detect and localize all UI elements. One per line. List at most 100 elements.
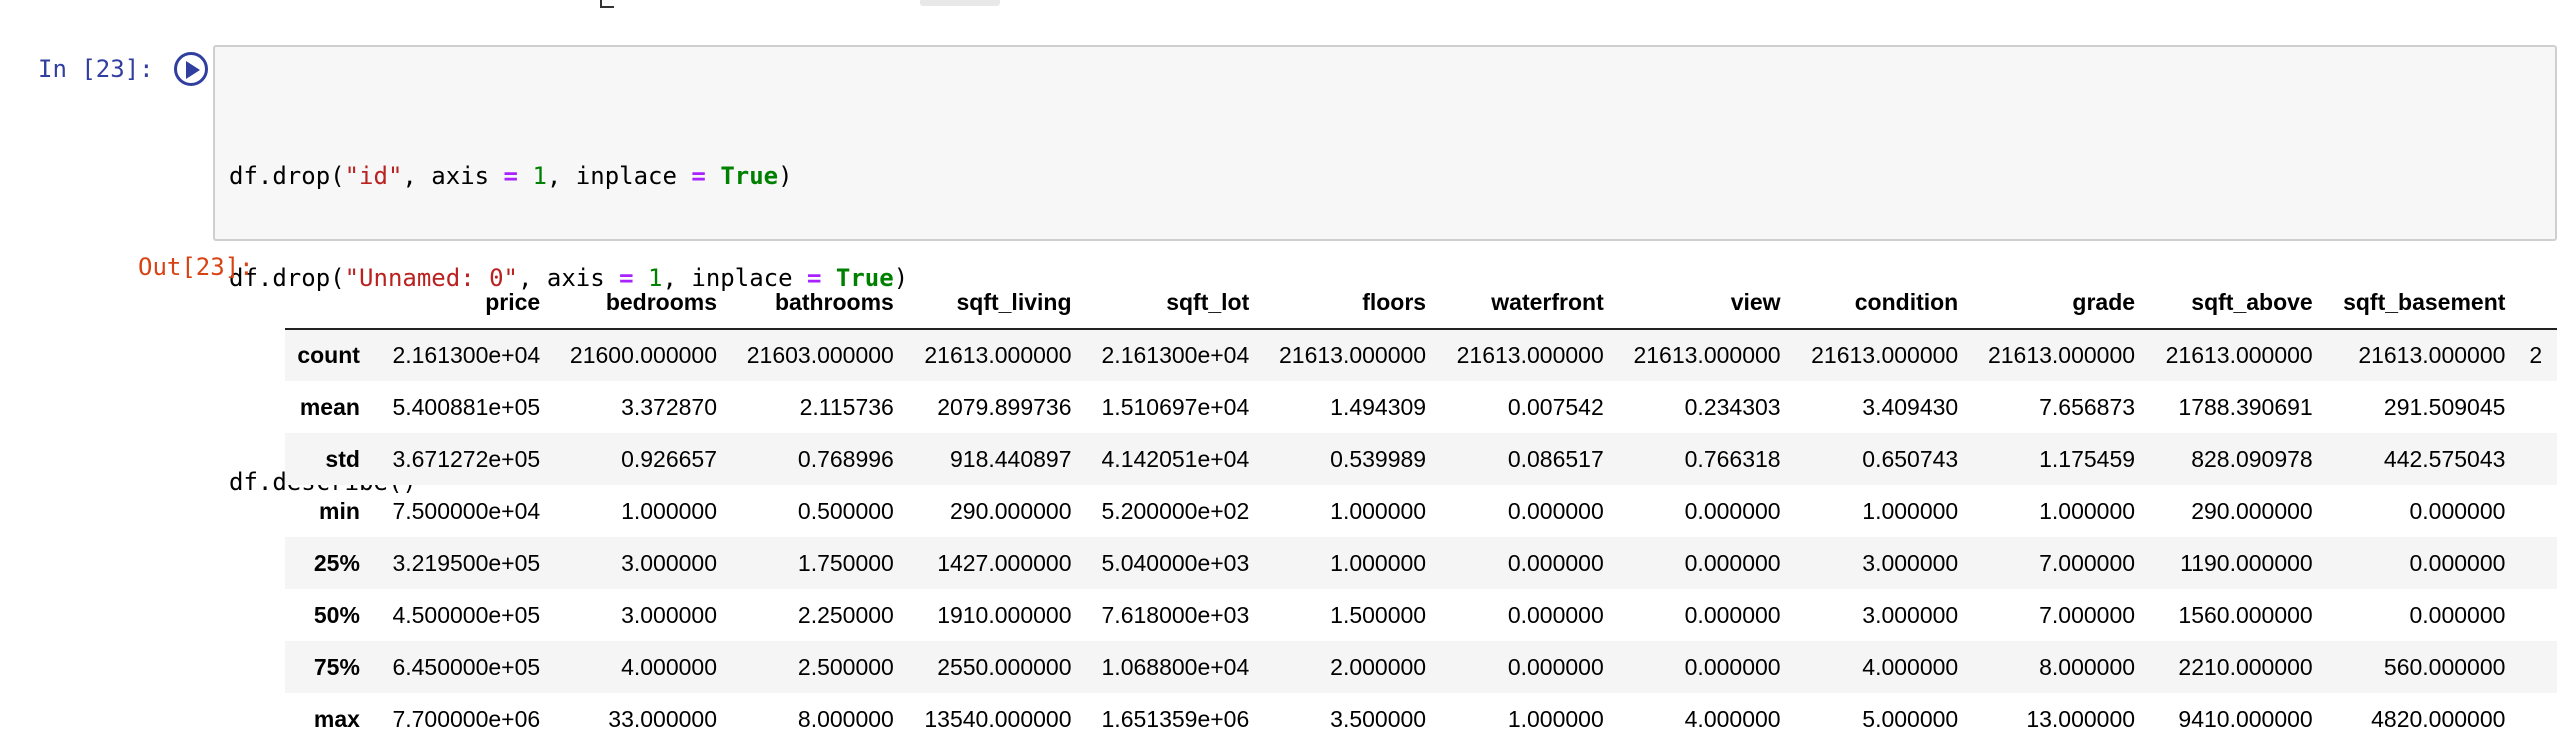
table-cell: 1910.000000 xyxy=(937,601,1072,628)
table-body: count 2.161300e+04 21600.000000 21603.00000… xyxy=(285,329,2557,745)
table-cell: 3.000000 xyxy=(621,601,718,628)
column-header: floors xyxy=(1261,277,1439,330)
column-header: sqft_above xyxy=(2147,277,2325,330)
column-header: waterfront xyxy=(1438,277,1616,330)
table-cell: 3.500000 xyxy=(1330,705,1427,732)
table-cell-overflow: 2 xyxy=(2529,342,2543,368)
table-cell: 6.450000e+05 xyxy=(392,653,541,680)
column-header: sqft_lot xyxy=(1083,277,1262,330)
column-header: bathrooms xyxy=(729,277,906,330)
table-cell: 1.000000 xyxy=(2039,497,2136,524)
code-token xyxy=(518,162,532,190)
table-cell: 0.926657 xyxy=(621,445,718,472)
table-cell: 0.086517 xyxy=(1507,445,1604,472)
table-cell: 2.250000 xyxy=(797,601,894,628)
previous-cell-fragment xyxy=(600,0,614,8)
table-cell: 21613.000000 xyxy=(2358,342,2506,368)
run-cell-button[interactable] xyxy=(174,52,208,86)
row-label: max xyxy=(313,705,360,732)
row-label: 25% xyxy=(313,549,360,576)
table-row: mean 5.400881e+05 3.372870 2.115736 2079.899… xyxy=(285,381,2557,433)
input-prompt: In [23]: xyxy=(38,55,154,83)
table-cell: 3.219500e+05 xyxy=(392,549,541,576)
table-cell: 1.500000 xyxy=(1330,601,1427,628)
table-cell: 2079.899736 xyxy=(937,393,1072,420)
table-cell: 8.000000 xyxy=(797,705,894,732)
table-cell: 1.000000 xyxy=(1330,549,1427,576)
table-cell: 21603.000000 xyxy=(746,342,894,368)
column-header: condition xyxy=(1792,277,1971,330)
table-cell: 5.200000e+02 xyxy=(1101,497,1250,524)
row-label: 75% xyxy=(313,653,360,680)
code-token: , axis xyxy=(402,162,504,190)
table-cell: 4.000000 xyxy=(621,653,718,680)
table-cell: 7.618000e+03 xyxy=(1101,601,1250,628)
table-cell: 21613.000000 xyxy=(1811,342,1959,368)
table-cell: 1190.000000 xyxy=(2180,549,2313,576)
table-cell: 7.656873 xyxy=(2039,393,2136,420)
table-cell: 8.000000 xyxy=(2039,653,2136,680)
index-header xyxy=(285,277,372,330)
column-header: view xyxy=(1615,277,1793,330)
table-cell: 2.500000 xyxy=(797,653,894,680)
table-cell: 13540.000000 xyxy=(924,705,1072,732)
table-cell: 0.000000 xyxy=(1507,549,1604,576)
table-row: 75% 6.450000e+05 4.000000 2.500000 2550.0000… xyxy=(285,641,2557,693)
table-cell: 3.372870 xyxy=(621,393,718,420)
describe-table: price bedrooms bathrooms sqft_living sqf… xyxy=(285,277,2557,745)
table-cell: 0.000000 xyxy=(1507,653,1604,680)
table-cell: 1427.000000 xyxy=(937,549,1072,576)
table-cell-overflow xyxy=(2517,589,2557,641)
table-cell: 3.000000 xyxy=(621,549,718,576)
code-line-4: df.describe() xyxy=(229,465,2555,499)
table-cell: 21613.000000 xyxy=(2165,342,2313,368)
table-cell: 2550.000000 xyxy=(937,653,1072,680)
table-cell: 5.000000 xyxy=(1862,705,1959,732)
table-cell: 1.000000 xyxy=(621,497,718,524)
table-cell: 290.000000 xyxy=(2191,497,2313,524)
table-cell: 3.671272e+05 xyxy=(392,445,541,472)
table-cell: 0.000000 xyxy=(2409,549,2506,576)
table-cell: 1.068800e+04 xyxy=(1101,653,1250,680)
table-cell: 0.539989 xyxy=(1330,445,1427,472)
table-cell: 1.175459 xyxy=(2039,445,2136,472)
table-cell: 5.040000e+03 xyxy=(1101,549,1250,576)
table-cell: 21613.000000 xyxy=(1633,342,1781,368)
table-row: max 7.700000e+06 33.000000 8.000000 13540.00… xyxy=(285,693,2557,745)
code-editor[interactable]: df.drop("id", axis = 1, inplace = True) … xyxy=(213,45,2557,496)
code-token-string: "id" xyxy=(344,162,403,190)
code-token: df.drop( xyxy=(229,162,345,190)
column-header: sqft_living xyxy=(905,277,1084,330)
table-cell: 1560.000000 xyxy=(2178,601,2313,628)
table-cell: 0.000000 xyxy=(1684,549,1781,576)
table-cell: 442.575043 xyxy=(2383,445,2506,472)
table-cell: 33.000000 xyxy=(608,705,718,732)
table-cell: 7.500000e+04 xyxy=(392,497,541,524)
table-cell: 4.142051e+04 xyxy=(1101,445,1250,472)
column-header-overflow xyxy=(2517,277,2557,330)
row-label: 50% xyxy=(313,601,360,628)
table-cell-overflow xyxy=(2517,693,2557,745)
table-cell: 1.750000 xyxy=(797,549,894,576)
table-cell: 918.440897 xyxy=(949,445,1072,472)
code-token: ) xyxy=(778,162,793,190)
table-cell: 13.000000 xyxy=(2026,705,2136,732)
table-cell: 0.766318 xyxy=(1684,445,1781,472)
table-cell: 0.650743 xyxy=(1862,445,1959,472)
table-cell-overflow xyxy=(2517,485,2557,537)
row-label: std xyxy=(325,445,360,472)
table-cell: 1.510697e+04 xyxy=(1101,393,1250,420)
table-cell: 7.000000 xyxy=(2039,601,2136,628)
table-cell: 2210.000000 xyxy=(2178,653,2313,680)
code-token: df.describe() xyxy=(229,468,417,496)
table-cell: 4.000000 xyxy=(1862,653,1959,680)
run-icon xyxy=(186,61,200,79)
table-cell: 4.000000 xyxy=(1684,705,1781,732)
table-cell: 3.000000 xyxy=(1862,601,1959,628)
column-header: grade xyxy=(1970,277,2148,330)
table-cell: 2.161300e+04 xyxy=(1101,342,1250,368)
column-header: sqft_basement xyxy=(2324,277,2518,330)
table-cell: 828.090978 xyxy=(2191,445,2313,472)
row-label: mean xyxy=(299,393,360,420)
table-cell: 21613.000000 xyxy=(1987,342,2136,368)
